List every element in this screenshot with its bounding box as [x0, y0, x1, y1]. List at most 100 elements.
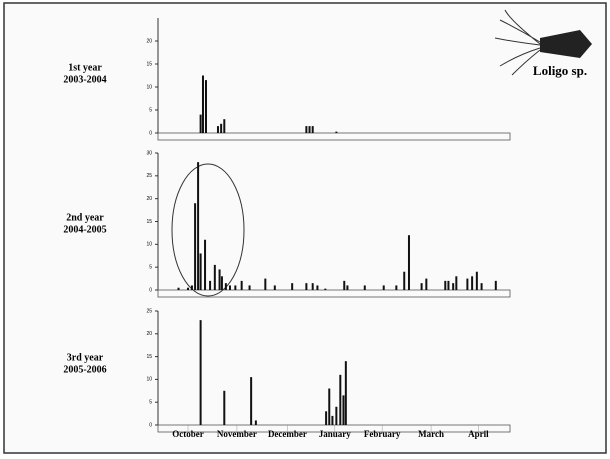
- bar: [220, 276, 223, 290]
- bar: [305, 283, 308, 290]
- bar: [346, 285, 349, 290]
- bar: [228, 285, 231, 290]
- bar: [447, 280, 450, 290]
- panel-title: 3rd year: [67, 352, 104, 363]
- bar: [264, 278, 267, 290]
- bar: [248, 285, 251, 290]
- bar: [216, 126, 219, 133]
- x-axis-strip: [157, 424, 511, 433]
- bar: [335, 406, 338, 425]
- bar: [475, 271, 478, 290]
- x-tick-label: January: [319, 429, 352, 439]
- bar: [199, 320, 202, 425]
- y-tick-label: 20: [146, 38, 152, 44]
- y-tick-label: 5: [149, 400, 152, 406]
- bar: [311, 126, 314, 133]
- bar: [452, 283, 455, 290]
- y-tick-label: 0: [149, 287, 152, 293]
- bar: [199, 253, 202, 290]
- bar: [186, 287, 189, 290]
- bar: [204, 80, 207, 133]
- bar: [220, 123, 223, 133]
- bar: [344, 361, 347, 425]
- bar: [395, 285, 398, 290]
- bar: [311, 283, 314, 290]
- bar: [204, 239, 207, 290]
- bar: [223, 119, 226, 133]
- bar: [335, 131, 338, 133]
- panel-subtitle: 2005-2006: [63, 364, 106, 375]
- y-tick-label: 5: [149, 107, 152, 113]
- highlight-oval: [171, 163, 245, 297]
- bar: [254, 420, 257, 425]
- panel-title: 2nd year: [66, 212, 104, 223]
- y-tick-label: 15: [146, 61, 152, 67]
- bar: [250, 377, 253, 425]
- bar: [199, 114, 202, 133]
- y-tick-label: 10: [146, 377, 152, 383]
- bar: [444, 280, 447, 290]
- x-tick-label: December: [268, 429, 307, 439]
- bar: [328, 388, 331, 425]
- bar: [305, 126, 308, 133]
- y-tick-label: 0: [149, 130, 152, 136]
- bar: [466, 278, 469, 290]
- bar: [325, 411, 328, 425]
- x-tick-label: October: [172, 429, 204, 439]
- bar: [342, 395, 345, 425]
- y-tick-label: 20: [146, 196, 152, 202]
- bar: [471, 276, 474, 290]
- bar: [316, 285, 319, 290]
- bar: [308, 126, 311, 133]
- x-tick-label: November: [217, 429, 257, 439]
- bar: [291, 283, 294, 290]
- panel-title: 1st year: [68, 62, 102, 73]
- y-tick-label: 25: [146, 308, 152, 314]
- bar: [223, 390, 226, 425]
- bar: [420, 283, 423, 290]
- bar: [240, 280, 243, 290]
- x-tick-label: February: [364, 429, 401, 439]
- x-axis-strip: [157, 289, 511, 298]
- frame: [3, 2, 607, 454]
- bar: [324, 288, 327, 290]
- bar: [480, 283, 483, 290]
- bar: [197, 162, 200, 290]
- bar: [209, 280, 212, 290]
- y-tick-label: 15: [146, 354, 152, 360]
- y-tick-label: 15: [146, 219, 152, 225]
- bar: [363, 285, 366, 290]
- bar: [194, 203, 197, 290]
- annotation: Loligo sp.: [533, 63, 587, 78]
- squid-icon: [494, 9, 592, 76]
- bar: [331, 415, 334, 425]
- bar: [190, 285, 193, 290]
- bar: [407, 235, 410, 290]
- panel-subtitle: 2003-2004: [63, 74, 106, 85]
- panel-subtitle: 2004-2005: [63, 224, 106, 235]
- x-axis-strip: [157, 132, 511, 141]
- y-tick-label: 5: [149, 264, 152, 270]
- bar: [382, 285, 385, 290]
- y-tick-label: 10: [146, 84, 152, 90]
- bar: [213, 264, 216, 290]
- bar: [224, 283, 227, 290]
- bar: [343, 280, 346, 290]
- bar: [494, 280, 497, 290]
- y-tick-label: 20: [146, 331, 152, 337]
- bar: [177, 287, 180, 290]
- bar: [403, 271, 406, 290]
- bar: [273, 285, 276, 290]
- bar: [201, 75, 204, 133]
- x-tick-label: April: [468, 429, 489, 439]
- bar: [234, 285, 237, 290]
- y-tick-label: 0: [149, 422, 152, 428]
- y-tick-label: 25: [146, 173, 152, 179]
- bar: [455, 276, 458, 290]
- x-tick-label: March: [418, 429, 444, 439]
- y-tick-label: 30: [146, 150, 152, 156]
- bar: [339, 374, 342, 425]
- bar: [218, 269, 221, 290]
- bar: [425, 278, 428, 290]
